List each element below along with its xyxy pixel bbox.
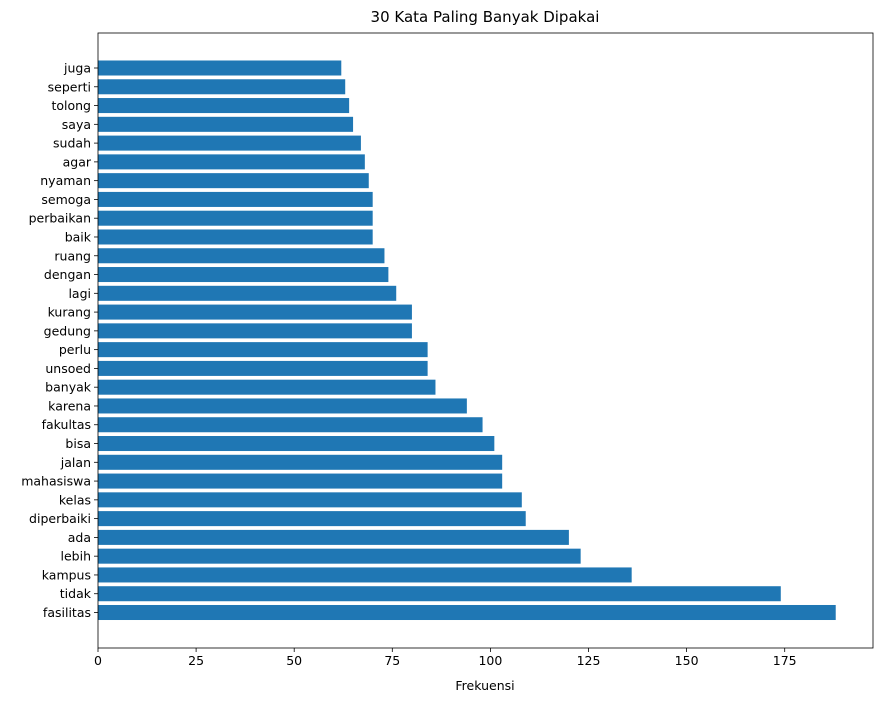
x-tick-label: 0 <box>94 653 102 668</box>
bar-tolong <box>98 98 350 114</box>
bar-saya <box>98 116 354 132</box>
y-tick-label: perlu <box>59 342 91 357</box>
bar-kelas <box>98 492 522 508</box>
bar-mahasiswa <box>98 473 503 489</box>
x-tick-label: 150 <box>675 653 699 668</box>
bar-perlu <box>98 342 428 358</box>
bars-layer <box>98 60 836 621</box>
x-tick-label: 125 <box>577 653 601 668</box>
y-tick-label: lagi <box>68 286 91 301</box>
y-tick-label: diperbaiki <box>29 511 91 526</box>
y-tick-label: kurang <box>48 305 91 320</box>
y-tick-label: perbaikan <box>29 211 91 226</box>
bar-fasilitas <box>98 604 836 621</box>
y-tick-label: juga <box>63 61 91 76</box>
bar-banyak <box>98 379 436 395</box>
y-tick-label: baik <box>65 229 92 244</box>
y-tick-label: unsoed <box>45 361 91 376</box>
bar-jalan <box>98 454 503 470</box>
y-tick-label: semoga <box>41 192 91 207</box>
x-tick-label: 100 <box>478 653 502 668</box>
bar-karena <box>98 398 467 414</box>
y-tick-label: agar <box>63 154 92 169</box>
x-tick-label: 175 <box>773 653 797 668</box>
bar-lagi <box>98 285 397 301</box>
y-tick-label: fakultas <box>42 417 91 432</box>
bar-ruang <box>98 248 385 264</box>
y-tick-label: lebih <box>61 549 92 564</box>
y-tick-label: tolong <box>51 98 91 113</box>
bar-sudah <box>98 135 361 151</box>
bar-perbaikan <box>98 210 373 226</box>
y-tick-label: nyaman <box>40 173 91 188</box>
x-axis-title: Frekuensi <box>455 678 514 693</box>
bar-bisa <box>98 436 495 452</box>
plot-frame <box>97 32 874 649</box>
y-tick-label: jalan <box>60 455 91 470</box>
x-tick-label: 25 <box>188 653 204 668</box>
bar-semoga <box>98 191 373 207</box>
y-tick-label: saya <box>62 117 91 132</box>
bar-agar <box>98 154 365 170</box>
y-axis-ticks: fasilitas tidak kampus lebih ada diperbaiki ke… <box>21 61 98 620</box>
bar-tidak <box>98 586 781 602</box>
y-tick-label: tidak <box>60 586 92 601</box>
y-tick-label: dengan <box>44 267 91 282</box>
y-tick-label: karena <box>48 398 91 413</box>
y-tick-label: kelas <box>59 492 91 507</box>
y-tick-label: seperti <box>48 79 91 94</box>
y-tick-label: gedung <box>44 323 91 338</box>
bar-nyaman <box>98 173 369 189</box>
y-tick-label: ruang <box>54 248 91 263</box>
bar-gedung <box>98 323 412 339</box>
bar-juga <box>98 60 342 76</box>
bar-unsoed <box>98 360 428 376</box>
y-tick-label: ada <box>68 530 91 545</box>
y-tick-label: banyak <box>45 380 92 395</box>
chart-title: 30 Kata Paling Banyak Dipakai <box>371 8 600 26</box>
bar-kurang <box>98 304 412 320</box>
x-axis-ticks: 0 25 50 75 100 125 150 175 <box>94 648 797 668</box>
x-tick-label: 75 <box>384 653 400 668</box>
y-tick-label: sudah <box>53 136 91 151</box>
bar-kampus <box>98 567 632 583</box>
bar-seperti <box>98 79 346 95</box>
y-tick-label: fasilitas <box>43 605 91 620</box>
bar-dengan <box>98 267 389 283</box>
x-tick-label: 50 <box>286 653 302 668</box>
bar-ada <box>98 529 569 545</box>
y-tick-label: mahasiswa <box>21 474 91 489</box>
y-tick-label: kampus <box>42 567 91 582</box>
bar-fakultas <box>98 417 483 433</box>
bar-baik <box>98 229 373 245</box>
y-tick-label: bisa <box>65 436 91 451</box>
bar-diperbaiki <box>98 511 526 527</box>
bar-lebih <box>98 548 581 564</box>
